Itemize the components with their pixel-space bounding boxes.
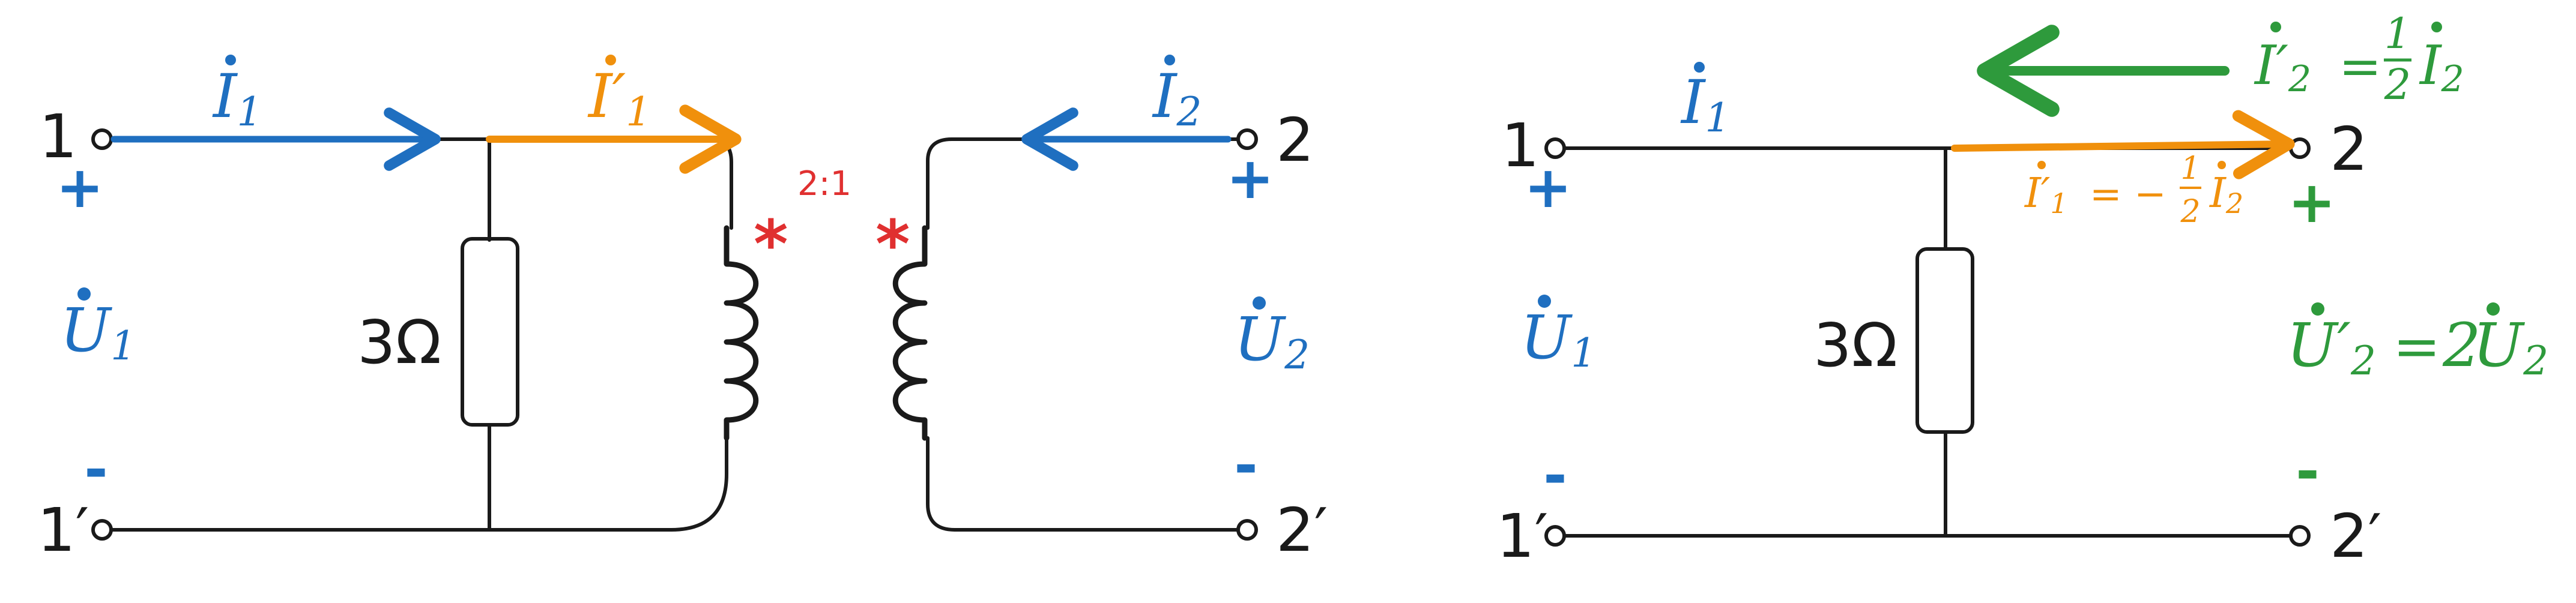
secondary-top-wire [926, 137, 1240, 230]
right-terminal-1-label: 1 [1501, 110, 1540, 181]
svg-text:I′1: I′1 [2024, 170, 2068, 220]
turns-ratio-label: 2:1 [797, 164, 851, 203]
left-plus-1: + [56, 155, 104, 221]
left-I2-label: I2 [1152, 55, 1202, 135]
left-terminal-2-label: 2 [1276, 105, 1314, 175]
phasor-dot [2270, 22, 2281, 32]
right-circuit: 1 1′ 2 2′ + - + - 3Ω I1 U1 I′2 = 1 2 I2 [1496, 9, 2548, 571]
left-plus-2: + [1226, 146, 1274, 212]
terminal-2p-circle [1236, 519, 1258, 541]
secondary-bottom-wire [926, 436, 1240, 532]
frac-num: 1 [2180, 151, 2200, 187]
left-terminal-2p-label: 2′ [1276, 495, 1328, 565]
terminal-1p-circle [91, 519, 113, 541]
right-terminal-1p-label: 1′ [1496, 501, 1548, 571]
left-U1-label: U1 [60, 287, 136, 369]
left-terminal-1p-label: 1′ [37, 495, 89, 565]
svg-text:I1: I1 [212, 61, 262, 135]
right-resistor [1915, 247, 1974, 434]
right-terminal-2-circle [2289, 137, 2311, 159]
left-top-wire [109, 137, 733, 230]
svg-text:U′2: U′2 [2287, 310, 2376, 384]
right-U1-label: U1 [1520, 295, 1596, 376]
left-I1-label: I1 [212, 55, 262, 135]
svg-text:U1: U1 [1520, 302, 1596, 376]
primary-coil [724, 225, 759, 441]
phasor-dot [2311, 302, 2324, 316]
right-terminal-1p-circle [1544, 525, 1566, 547]
equation-Up2: U′2 = 2 U2 [2287, 302, 2548, 384]
phasor-dot [1538, 295, 1551, 308]
phasor-dot [2431, 22, 2442, 32]
eq-sign: = − [2090, 172, 2166, 217]
right-terminal-1-circle [1544, 137, 1566, 159]
frac-den: 2 [2384, 60, 2411, 109]
right-resistor-label: 3Ω [1813, 310, 1897, 380]
right-Ip1-arrow [1951, 110, 2295, 179]
svg-text:U2: U2 [1234, 304, 1310, 378]
phasor-dot [225, 55, 236, 65]
svg-text:I′2: I′2 [2254, 34, 2311, 100]
equation-Ip2: I′2 = 1 2 I2 [2254, 9, 2464, 109]
left-resistor [461, 237, 519, 427]
phasor-dot [605, 55, 616, 65]
right-minus-2: - [2296, 439, 2319, 505]
frac-den: 2 [2180, 194, 2200, 230]
right-plus-2: + [2288, 170, 2336, 236]
svg-text:I1: I1 [1680, 67, 1731, 141]
phasor-dot [2487, 302, 2500, 316]
frac-num: 1 [2384, 9, 2411, 58]
left-minus-1: - [84, 437, 107, 503]
left-Ip1-label: I′1 [587, 55, 651, 135]
equation-Ip1: I′1 = − 1 2 I2 [2024, 151, 2243, 230]
phasor-dot [1164, 55, 1175, 65]
right-minus-1: - [1543, 443, 1567, 509]
secondary-coil [892, 225, 928, 441]
terminal-1-circle [91, 128, 113, 150]
left-circuit: 1 1′ 2 2′ + - + - 3Ω 2:1 * * I1 I′1 I2 U… [37, 55, 1328, 565]
svg-text:I2: I2 [1152, 61, 1202, 135]
phasor-dot [2218, 161, 2226, 169]
right-plus-1: + [1524, 155, 1572, 221]
coef: 2 [2442, 310, 2481, 380]
svg-text:U1: U1 [60, 295, 136, 369]
right-terminal-2p-circle [2289, 525, 2311, 547]
terminal-2-circle [1236, 128, 1258, 150]
left-resistor-label: 3Ω [357, 307, 441, 377]
svg-text:I2: I2 [2419, 34, 2464, 100]
phasor-dot [77, 287, 91, 301]
svg-text:U2: U2 [2473, 310, 2548, 384]
phasor-dot [2037, 161, 2046, 169]
svg-text:I2: I2 [2209, 170, 2243, 220]
phasor-dot [1253, 296, 1266, 310]
left-U2-label: U2 [1234, 296, 1310, 378]
right-terminal-2p-label: 2′ [2330, 501, 2381, 571]
left-terminal-1-label: 1 [39, 101, 77, 172]
svg-text:I′1: I′1 [587, 61, 651, 135]
secondary-dot-marker: * [875, 206, 910, 283]
primary-dot-marker: * [754, 206, 788, 283]
eq-sign: = [2393, 314, 2441, 380]
right-I1-label: I1 [1680, 62, 1731, 141]
left-bottom-wire [109, 418, 728, 532]
phasor-dot [1694, 62, 1705, 73]
right-terminal-2-label: 2 [2330, 114, 2368, 184]
eq-sign: = [2339, 37, 2381, 97]
left-minus-2: - [1234, 433, 1257, 499]
